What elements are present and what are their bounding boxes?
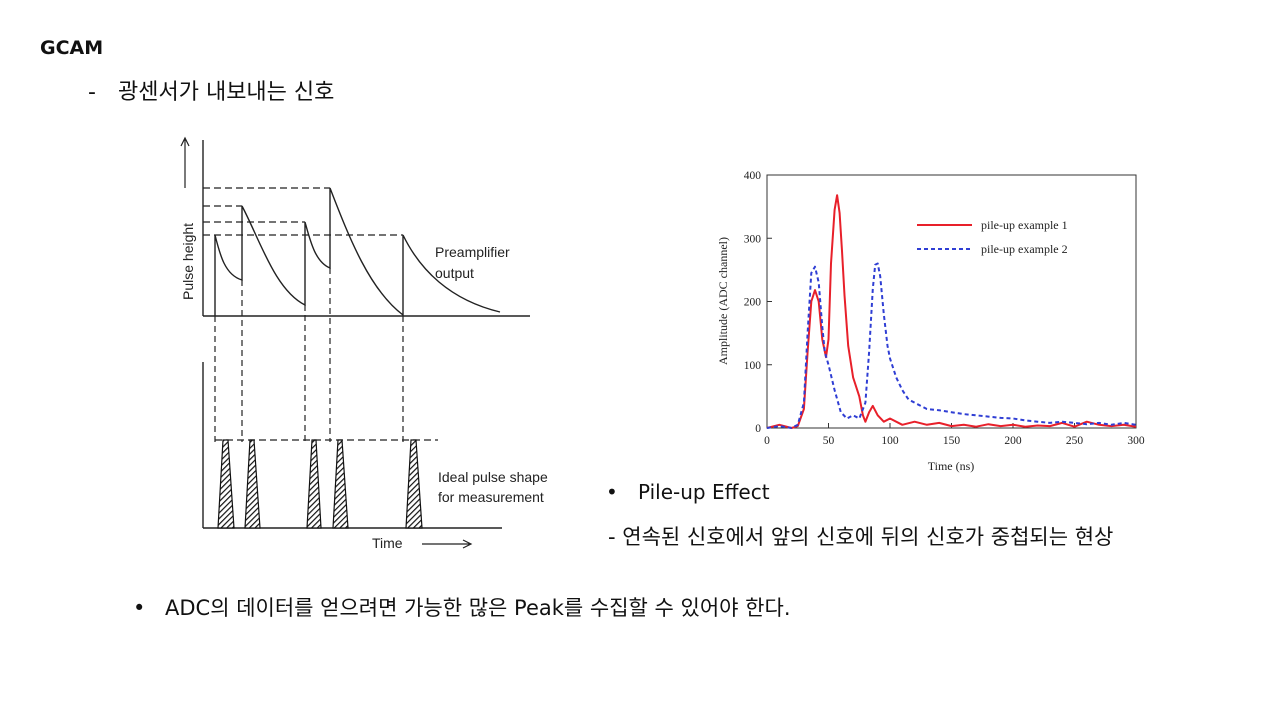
chart-plot-frame: [766, 174, 1137, 429]
y-tick-label: 300: [744, 233, 762, 245]
sub-bullet-text: 광센서가 내보내는 신호: [118, 80, 335, 105]
pileup-desc-marker: -: [608, 525, 616, 549]
pileup-description: - 연속된 신호에서 앞의 신호에 뒤의 신호가 중첩되는 현상: [608, 521, 1113, 551]
ideal-pulse-label: Ideal pulse shape: [438, 469, 548, 485]
slide-title: GCAM: [40, 37, 104, 59]
chart-x-axis-label: Time (ns): [928, 459, 975, 473]
pileup-bullet-marker: •: [606, 480, 618, 504]
x-tick-label: 150: [943, 435, 961, 447]
preamplifier-label: Preamplifier: [435, 244, 510, 260]
series-line-2: [766, 262, 1137, 429]
ideal-pulses: [217, 439, 423, 529]
time-arrow: [422, 539, 473, 549]
peak-dashed-lines: [203, 187, 403, 236]
preamplifier-output-curve: [214, 187, 501, 317]
adc-bullet-marker: •: [133, 596, 146, 620]
adc-bullet: • ADC의 데이터를 얻으려면 가능한 많은 Peak를 수집할 수 있어야 한…: [133, 592, 791, 622]
sub-bullet-marker: -: [88, 80, 96, 105]
preamplifier-label-output: output: [435, 265, 474, 281]
y-tick-label: 0: [755, 423, 761, 435]
x-tick-label: 200: [1004, 435, 1022, 447]
connector-dashed-lines: [214, 268, 404, 442]
adc-bullet-text: ADC의 데이터를 얻으려면 가능한 많은 Peak를 수집할 수 있어야 한다…: [165, 596, 791, 620]
pileup-desc-text: 연속된 신호에서 앞의 신호에 뒤의 신호가 중첩되는 현상: [622, 525, 1114, 549]
y-tick-label: 100: [744, 360, 762, 372]
pulse-shaping-diagram: Pulse height Preamplifier output Ideal p…: [180, 136, 548, 551]
pulse-height-label: Pulse height: [180, 223, 196, 300]
sub-bullet: - 광센서가 내보내는 신호: [88, 74, 334, 106]
top-panel-axes: [180, 136, 530, 317]
y-tick-label: 200: [744, 297, 762, 309]
pileup-bullet: • Pile-up Effect: [606, 480, 770, 504]
chart-y-axis-label: Amplitude (ADC channel): [716, 237, 730, 365]
time-label: Time: [372, 535, 403, 551]
ideal-pulse-label-measurement: for measurement: [438, 489, 544, 505]
legend-label-1: pile-up example 1: [981, 218, 1068, 232]
x-tick-label: 100: [881, 435, 899, 447]
x-tick-label: 50: [823, 435, 835, 447]
x-tick-label: 0: [764, 435, 770, 447]
series-line-1: [766, 194, 1137, 429]
legend-label-2: pile-up example 2: [981, 242, 1068, 256]
x-tick-label: 250: [1066, 435, 1084, 447]
pileup-title: Pile-up Effect: [638, 480, 770, 504]
pileup-chart: 0 50 100 150 200 250 300 0 100 200 300 400 pile-up e…: [716, 170, 1145, 473]
y-tick-label: 400: [744, 170, 762, 182]
x-tick-label: 300: [1127, 435, 1145, 447]
